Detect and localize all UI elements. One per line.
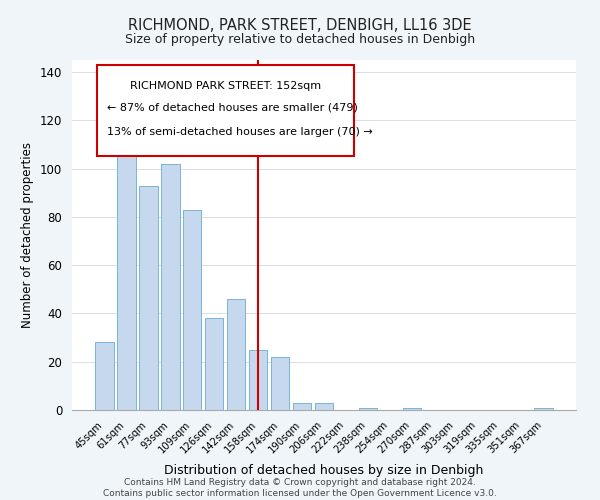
Text: ← 87% of detached houses are smaller (479): ← 87% of detached houses are smaller (47…: [107, 102, 358, 112]
Bar: [271, 357, 289, 410]
FancyBboxPatch shape: [97, 66, 354, 156]
Text: 13% of semi-detached houses are larger (70) →: 13% of semi-detached houses are larger (…: [107, 126, 373, 136]
Text: RICHMOND PARK STREET: 152sqm: RICHMOND PARK STREET: 152sqm: [130, 81, 321, 91]
Bar: [403, 408, 421, 410]
Bar: [161, 164, 179, 410]
Text: RICHMOND, PARK STREET, DENBIGH, LL16 3DE: RICHMOND, PARK STREET, DENBIGH, LL16 3DE: [128, 18, 472, 32]
Y-axis label: Number of detached properties: Number of detached properties: [22, 142, 34, 328]
X-axis label: Distribution of detached houses by size in Denbigh: Distribution of detached houses by size …: [164, 464, 484, 476]
Bar: [359, 408, 377, 410]
Bar: [535, 408, 553, 410]
Bar: [293, 403, 311, 410]
Bar: [227, 299, 245, 410]
Bar: [249, 350, 268, 410]
Bar: [314, 403, 334, 410]
Text: Size of property relative to detached houses in Denbigh: Size of property relative to detached ho…: [125, 32, 475, 46]
Text: Contains HM Land Registry data © Crown copyright and database right 2024.
Contai: Contains HM Land Registry data © Crown c…: [103, 478, 497, 498]
Bar: [205, 318, 223, 410]
Bar: [183, 210, 202, 410]
Bar: [139, 186, 158, 410]
Bar: [117, 142, 136, 410]
Bar: [95, 342, 113, 410]
